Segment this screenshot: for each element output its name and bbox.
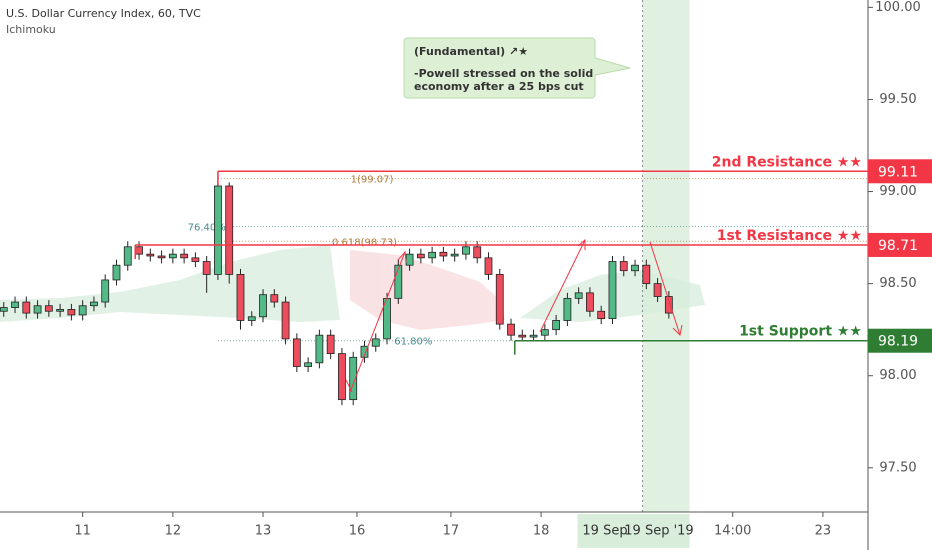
candle-body (11, 301, 19, 308)
candle-body (338, 353, 346, 401)
candle-body (642, 264, 651, 285)
y-tick-label: 98.50 (879, 276, 916, 291)
candle-body (495, 274, 504, 325)
x-tick-label: 12 (165, 524, 182, 539)
x-tick-label: 23 (815, 524, 832, 539)
candle-body (22, 301, 31, 314)
candle-body (202, 261, 211, 275)
x-tick-label: 16 (349, 524, 366, 539)
candle-body (507, 323, 515, 336)
fib-label: 61.80% (394, 337, 432, 348)
candle-body (214, 185, 222, 275)
candle-body (90, 301, 98, 307)
candle-body (518, 334, 527, 338)
candle-body (360, 345, 369, 358)
level-name: 1st Resistance ★★ (717, 228, 862, 244)
highlight-range (642, 0, 690, 512)
y-tick-label: 99.50 (879, 92, 916, 107)
level-name: 2nd Resistance ★★ (712, 154, 862, 170)
chart-title: U.S. Dollar Currency Index, 60, TVC (6, 7, 201, 20)
candle-body (101, 279, 110, 303)
candle-body (664, 296, 673, 314)
candle-body (180, 253, 189, 259)
candle-body (326, 334, 335, 355)
y-tick-label: 98.00 (879, 368, 916, 383)
note-line: -Powell stressed on the solid (414, 67, 593, 80)
candle-body (281, 301, 290, 340)
candle-body (416, 253, 425, 259)
note-line: economy after a 25 bps cut (414, 80, 584, 93)
fib-label: 0.618(98.73) (332, 237, 397, 248)
candle-body (146, 253, 155, 257)
candle-body (439, 251, 448, 257)
candle-body (394, 264, 403, 299)
candle-body (56, 309, 65, 312)
level-axis-box (868, 328, 932, 353)
candle-body (631, 264, 639, 272)
candle-body (349, 356, 358, 401)
candle-body (484, 257, 493, 275)
candle-body (259, 294, 267, 318)
x-tick-label: 18 (533, 524, 550, 539)
x-tick-label: 13 (255, 524, 272, 539)
candle-body (292, 338, 301, 367)
candle-body (247, 316, 256, 321)
fib-label: 76.40% (188, 223, 226, 234)
note-line: (Fundamental) ↗★ (414, 45, 528, 58)
candle-body (225, 185, 234, 275)
y-tick-label: 97.50 (879, 460, 916, 475)
note-box: (Fundamental) ↗★ -Powell stressed on the… (403, 37, 631, 99)
candle-body (168, 253, 177, 259)
candle-body (0, 307, 8, 312)
candle-body (371, 338, 380, 347)
candle-body (540, 329, 549, 336)
candle-body (157, 255, 166, 259)
candle-body (586, 292, 594, 312)
fib-label: 1(99.07) (351, 175, 394, 186)
candle-body (619, 261, 628, 272)
candle-body (67, 309, 76, 316)
candle-body (123, 246, 132, 266)
candle-body (135, 246, 143, 255)
candle-body (563, 297, 572, 321)
level-axis-label: 98.19 (878, 334, 918, 350)
candle-body (304, 362, 313, 367)
candle-body (653, 283, 662, 297)
candle-body (112, 264, 121, 281)
candle-body (597, 310, 606, 320)
y-tick-label: 99.00 (879, 184, 916, 199)
candle-body (44, 305, 53, 312)
x-tick-label: 14:00 (714, 524, 751, 539)
candle-body (405, 253, 414, 266)
level-axis-box (868, 159, 932, 184)
candle-body (191, 257, 200, 262)
candle-body (529, 334, 538, 338)
highlight-label: 19 Sep '19 (624, 524, 693, 539)
candle-body (33, 305, 42, 314)
candle-body (450, 253, 459, 257)
y-tick-label: 100.00 (875, 0, 921, 15)
candle-body (608, 261, 617, 320)
arrows (345, 238, 683, 393)
highlight-label: 19 Sep (582, 524, 627, 539)
x-tick-label: 11 (74, 524, 91, 539)
candle-body (270, 294, 279, 303)
candle-body (473, 246, 482, 259)
level-axis-box (868, 232, 932, 257)
highlight-axis-box (577, 514, 690, 548)
candle-body (236, 274, 245, 321)
candle-body (78, 305, 87, 316)
level-axis-label: 99.11 (878, 164, 918, 180)
candle-body (574, 292, 583, 299)
candle-body (552, 320, 561, 331)
candle-body (315, 334, 324, 364)
x-tick-label: 17 (443, 524, 460, 539)
chart-subtitle: Ichimoku (6, 23, 56, 36)
level-axis-label: 98.71 (878, 238, 918, 254)
candle-body (462, 246, 470, 255)
candle-body (428, 251, 437, 259)
level-name: 1st Support ★★ (739, 324, 862, 340)
